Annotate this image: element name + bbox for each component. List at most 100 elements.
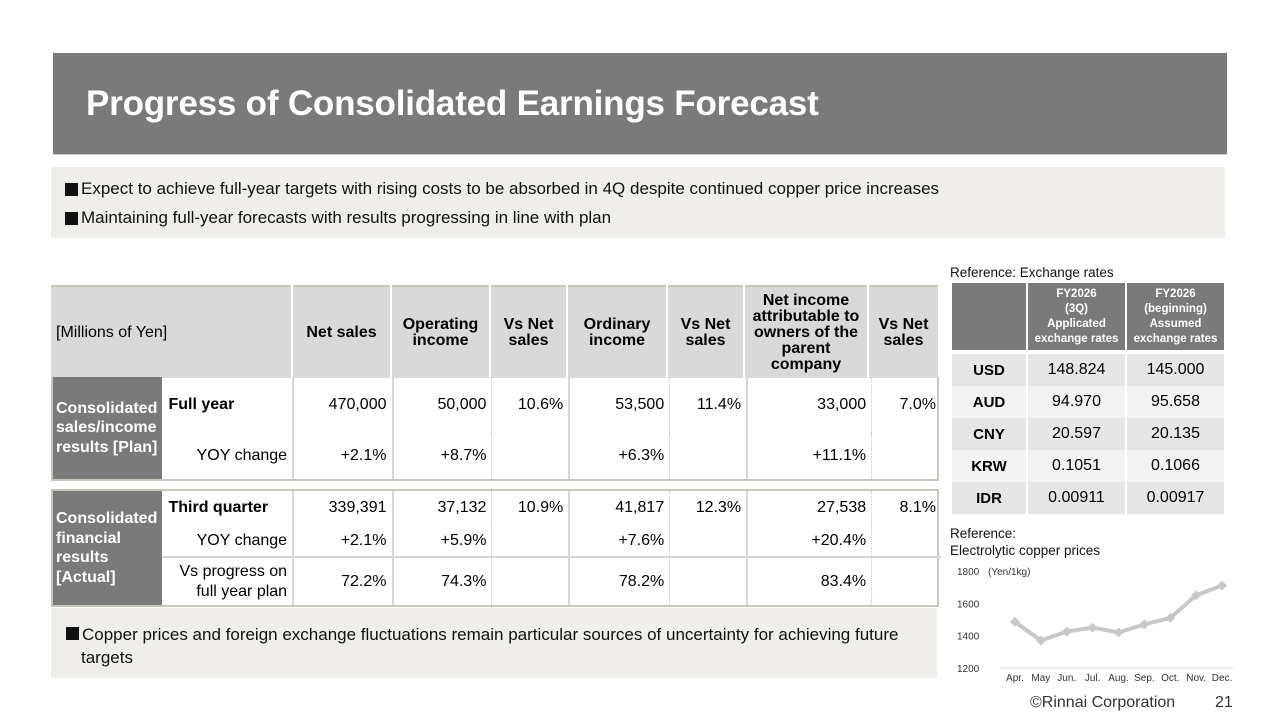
- row-label: Vs progress on full year plan: [179, 562, 288, 600]
- fx-assumed: 0.1066: [1127, 450, 1224, 482]
- table-cell: 8.1%: [871, 491, 941, 525]
- x-tick-label: Jul.: [1085, 673, 1101, 684]
- x-tick-label: Aug.: [1108, 673, 1129, 684]
- data-point-marker: [1061, 626, 1072, 637]
- table-cell: 470,000: [292, 377, 393, 433]
- fx-assumed: 0.00917: [1127, 482, 1224, 514]
- table-cell: 339,391: [292, 491, 393, 525]
- row-label: YOY change: [196, 531, 288, 549]
- y-tick-label: 1600: [957, 599, 980, 610]
- fx-row-krw: KRW 0.1051 0.1066: [952, 450, 1224, 482]
- unit-label: [Millions of Yen]: [51, 285, 293, 378]
- note-text: Copper prices and foreign exchange fluct…: [66, 623, 926, 669]
- table-cell: 10.9%: [491, 491, 570, 525]
- table-row: YOY change +2.1% +5.9% +7.6% +20.4%: [53, 525, 941, 557]
- table-cell: 11.4%: [669, 377, 748, 433]
- row-label: Third quarter: [168, 499, 269, 516]
- fx-header-row: FY2026 (3Q) Applicated exchange rates FY…: [952, 283, 1224, 350]
- y-tick-label: 1200: [957, 664, 980, 675]
- table-cell: 74.3%: [391, 557, 492, 605]
- table-cell: +8.7%: [391, 433, 492, 479]
- row-label: YOY change: [196, 447, 288, 464]
- page-title: Progress of Consolidated Earnings Foreca…: [86, 84, 819, 123]
- plan-block: Consolidated sales/income results [Plan]…: [51, 377, 941, 481]
- table-cell: 37,132: [391, 491, 492, 525]
- data-point-marker: [1087, 622, 1098, 633]
- table-cell: [871, 525, 941, 557]
- col-header-vs-net-sales: Vs Net sales: [490, 285, 568, 378]
- data-point-marker: [1191, 590, 1202, 601]
- col-header-vs-net-sales: Vs Net sales: [868, 285, 940, 378]
- table-cell: +20.4%: [746, 525, 872, 557]
- table-cell: [669, 433, 748, 479]
- table-row: YOY change +2.1% +8.7% +6.3% +11.1%: [53, 433, 941, 479]
- x-tick-label: Dec.: [1212, 673, 1233, 684]
- x-tick-label: Sep.: [1134, 673, 1155, 684]
- title-banner: Progress of Consolidated Earnings Foreca…: [53, 53, 1227, 155]
- fx-header-applicated: FY2026 (3Q) Applicated exchange rates: [1028, 283, 1125, 350]
- table-row: Vs progress on full year plan 72.2% 74.3…: [53, 557, 941, 605]
- exchange-rates-table: FY2026 (3Q) Applicated exchange rates FY…: [950, 283, 1226, 514]
- x-tick-label: Apr.: [1006, 673, 1024, 684]
- fx-row-idr: IDR 0.00911 0.00917: [952, 482, 1224, 514]
- table-row: Consolidated sales/income results [Plan]…: [53, 377, 941, 479]
- y-tick-label: 1800: [957, 567, 980, 578]
- uncertainty-note: Copper prices and foreign exchange fluct…: [51, 608, 937, 678]
- bullet-square-icon: [65, 182, 78, 196]
- actual-block: Consolidated financial results [Actual] …: [51, 489, 941, 607]
- bullet-square-icon: [66, 627, 79, 640]
- y-tick-label: 1400: [957, 632, 980, 643]
- x-tick-label: Nov.: [1186, 673, 1206, 684]
- fx-applicated: 20.597: [1028, 418, 1125, 450]
- col-header-ordinary-income: Ordinary income: [567, 285, 668, 378]
- col-header-net-sales: Net sales: [292, 285, 392, 378]
- currency-code: IDR: [952, 482, 1026, 514]
- data-point-marker: [1035, 635, 1046, 646]
- group-label-plan: Consolidated sales/income results [Plan]: [53, 377, 163, 479]
- page-number: 21: [1215, 694, 1233, 711]
- fx-row-cny: CNY 20.597 20.135: [952, 418, 1224, 450]
- y-axis-unit-label: (Yen/1kg): [988, 567, 1030, 578]
- fx-header-assumed: FY2026 (beginning) Assumed exchange rate…: [1127, 283, 1224, 350]
- currency-code: USD: [952, 354, 1026, 386]
- fx-applicated: 94.970: [1028, 386, 1125, 418]
- table-cell: [669, 557, 748, 605]
- table-cell: 50,000: [391, 377, 492, 433]
- currency-code: KRW: [952, 450, 1026, 482]
- x-tick-label: Jun.: [1057, 673, 1076, 684]
- fx-assumed: 145.000: [1127, 354, 1224, 386]
- table-cell: 12.3%: [669, 491, 748, 525]
- data-point-marker: [1165, 612, 1176, 623]
- table-cell: [491, 557, 570, 605]
- data-point-marker: [1113, 627, 1124, 638]
- summary-text: Maintaining full-year forecasts with res…: [81, 208, 612, 227]
- plan-table: Consolidated sales/income results [Plan]…: [53, 377, 941, 479]
- fx-header-blank: [952, 283, 1026, 350]
- data-point-marker: [1139, 619, 1150, 630]
- copyright: ©Rinnai Corporation: [1030, 694, 1176, 711]
- fx-row-aud: AUD 94.970 95.658: [952, 386, 1224, 418]
- fx-applicated: 148.824: [1028, 354, 1125, 386]
- data-point-marker: [1009, 616, 1020, 627]
- col-header-vs-net-sales: Vs Net sales: [667, 285, 745, 378]
- bullet-square-icon: [65, 211, 78, 225]
- data-point-marker: [1217, 580, 1228, 591]
- fx-assumed: 95.658: [1127, 386, 1224, 418]
- table-cell: [491, 433, 570, 479]
- copper-caption: Reference: Electrolytic copper prices: [950, 526, 1101, 558]
- table-cell: 10.6%: [491, 377, 570, 433]
- fx-applicated: 0.1051: [1028, 450, 1125, 482]
- x-tick-label: May: [1031, 673, 1050, 684]
- x-tick-label: Oct.: [1161, 673, 1179, 684]
- table-cell: [871, 557, 941, 605]
- fx-applicated: 0.00911: [1028, 482, 1125, 514]
- table-cell: +6.3%: [568, 433, 670, 479]
- table-row: Consolidated financial results [Actual] …: [53, 491, 941, 605]
- fx-assumed: 20.135: [1127, 418, 1224, 450]
- table-cell: 33,000: [746, 377, 872, 433]
- table-cell: 83.4%: [746, 557, 872, 605]
- group-label-actual: Consolidated financial results [Actual]: [53, 491, 163, 605]
- table-cell: 27,538: [746, 491, 872, 525]
- table-cell: 78.2%: [568, 557, 670, 605]
- summary-item: Maintaining full-year forecasts with res…: [65, 208, 611, 228]
